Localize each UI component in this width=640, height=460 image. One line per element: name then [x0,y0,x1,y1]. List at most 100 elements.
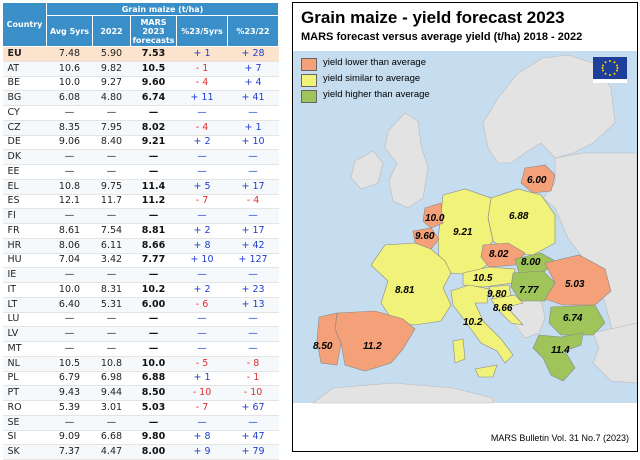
country-cell: FI [2,208,47,224]
diff5-cell: + 2 [176,223,228,239]
table-row: EU 7.48 5.90 7.53 + 1 + 28 [2,46,279,62]
map-title: Grain maize - yield forecast 2023 [301,8,565,27]
value-el: 11.4 [551,345,570,356]
y2022-cell: 3.42 [92,253,131,269]
region-it-sardinia [452,338,466,364]
land-ireland [350,150,384,190]
country-cell: EL [2,179,47,195]
country-cell: SI [2,430,47,446]
diff22-cell: + 10 [227,135,279,151]
table-row: DE 9.06 8.40 9.21 + 2 + 10 [2,135,279,151]
y2022-cell: 10.8 [92,356,131,372]
y2022-cell: 7.54 [92,223,131,239]
country-cell: ES [2,194,47,210]
value-at: 10.5 [473,273,493,284]
country-cell: IT [2,282,47,298]
diff22-cell: + 28 [227,46,279,62]
diff22-cell: + 7 [227,61,279,77]
avg-cell: — [46,415,93,431]
diff22-cell: - 8 [227,356,279,372]
avg-cell: 8.61 [46,223,93,239]
diff5-cell: - 4 [176,120,228,136]
country-cell: CZ [2,120,47,136]
y2022-cell: 4.80 [92,90,131,106]
diff22-cell: + 67 [227,400,279,416]
value-si: 9.80 [487,289,507,300]
country-cell: IE [2,267,47,283]
diff22-cell: — [227,105,279,121]
avg-cell: 8.35 [46,120,93,136]
y2022-cell: — [92,105,131,121]
header-avg: Avg 5yrs [46,15,93,47]
country-cell: EU [2,46,47,62]
y2022-cell: — [92,326,131,342]
mars-cell: 6.00 [130,297,177,313]
header-mars-line: forecasts [132,35,175,45]
y2022-cell: 6.98 [92,371,131,387]
table-row: AT 10.6 9.82 10.5- 1 + 7 [2,61,279,77]
table-row: SI 9.09 6.68 9.80 + 8 + 47 [2,430,279,446]
value-es: 11.2 [363,341,382,352]
value-lt: 6.00 [527,175,547,186]
value-pt: 8.50 [313,341,333,352]
avg-cell: 9.09 [46,430,93,446]
country-cell: PT [2,385,47,401]
y2022-cell: 9.27 [92,76,131,92]
land-africa [312,382,494,404]
diff5-cell: — [176,149,228,165]
table-row: ES 12.1 11.7 11.2- 7- 4 [2,194,279,210]
table-row: PT 9.43 9.44 8.50- 10- 10 [2,385,279,401]
value-pl: 6.88 [509,211,529,222]
table-row: LT 6.40 5.31 6.00- 6 + 13 [2,297,279,313]
region-lt [520,164,556,194]
avg-cell: 10.0 [46,76,93,92]
avg-cell: — [46,341,93,357]
diff5-cell: — [176,341,228,357]
value-de: 9.21 [453,227,473,238]
country-cell: PL [2,371,47,387]
mars-cell: 10.0 [130,356,177,372]
value-sk: 8.00 [521,257,541,268]
country-cell: HU [2,253,47,269]
diff22-cell: - 10 [227,385,279,401]
table-row: SE — — — — — [2,415,279,431]
value-labels: 6.00 10.0 9.60 9.21 6.88 8.02 8.00 10.5 … [313,175,585,356]
legend-swatch [301,58,317,71]
region-bg [548,304,606,336]
y2022-cell: — [92,164,131,180]
region-nl [422,202,444,229]
y2022-cell: — [92,415,131,431]
avg-cell: 5.39 [46,400,93,416]
avg-cell: 10.6 [46,61,93,77]
mars-cell: 6.74 [130,90,177,106]
avg-cell: — [46,326,93,342]
header-vs22: %23/22 [226,15,280,47]
avg-cell: 6.08 [46,90,93,106]
table-row: FR 8.61 7.54 8.81 + 2 + 17 [2,223,279,239]
avg-cell: 9.43 [46,385,93,401]
header-mars: MARS 2023 forecasts [130,15,177,47]
y2022-cell: 8.31 [92,282,131,298]
avg-cell: 8.06 [46,238,93,254]
diff22-cell: — [227,164,279,180]
y2022-cell: 5.31 [92,297,131,313]
table-row: NL 10.5 10.8 10.0- 5- 8 [2,356,279,372]
diff5-cell: + 1 [176,46,228,62]
legend-label: yield higher than average [323,89,430,100]
diff5-cell: - 1 [176,61,228,77]
table-row: IE — — — — — [2,267,279,283]
diff22-cell: — [227,341,279,357]
diff5-cell: + 1 [176,371,228,387]
region-fr [370,242,452,326]
map-subtitle: MARS forecast versus average yield (t/ha… [301,31,583,43]
table-row: PL 6.79 6.98 6.88 + 1- 1 [2,371,279,387]
legend-swatch [301,74,317,87]
country-cell: SK [2,444,47,460]
table-row: EL 10.8 9.75 11.4 + 5 + 17 [2,179,279,195]
diff22-cell: + 17 [227,223,279,239]
country-cell: SE [2,415,47,431]
country-cell: BE [2,76,47,92]
mars-cell: 8.81 [130,223,177,239]
y2022-cell: 7.95 [92,120,131,136]
map-footer: MARS Bulletin Vol. 31 No.7 (2023) [490,433,629,443]
